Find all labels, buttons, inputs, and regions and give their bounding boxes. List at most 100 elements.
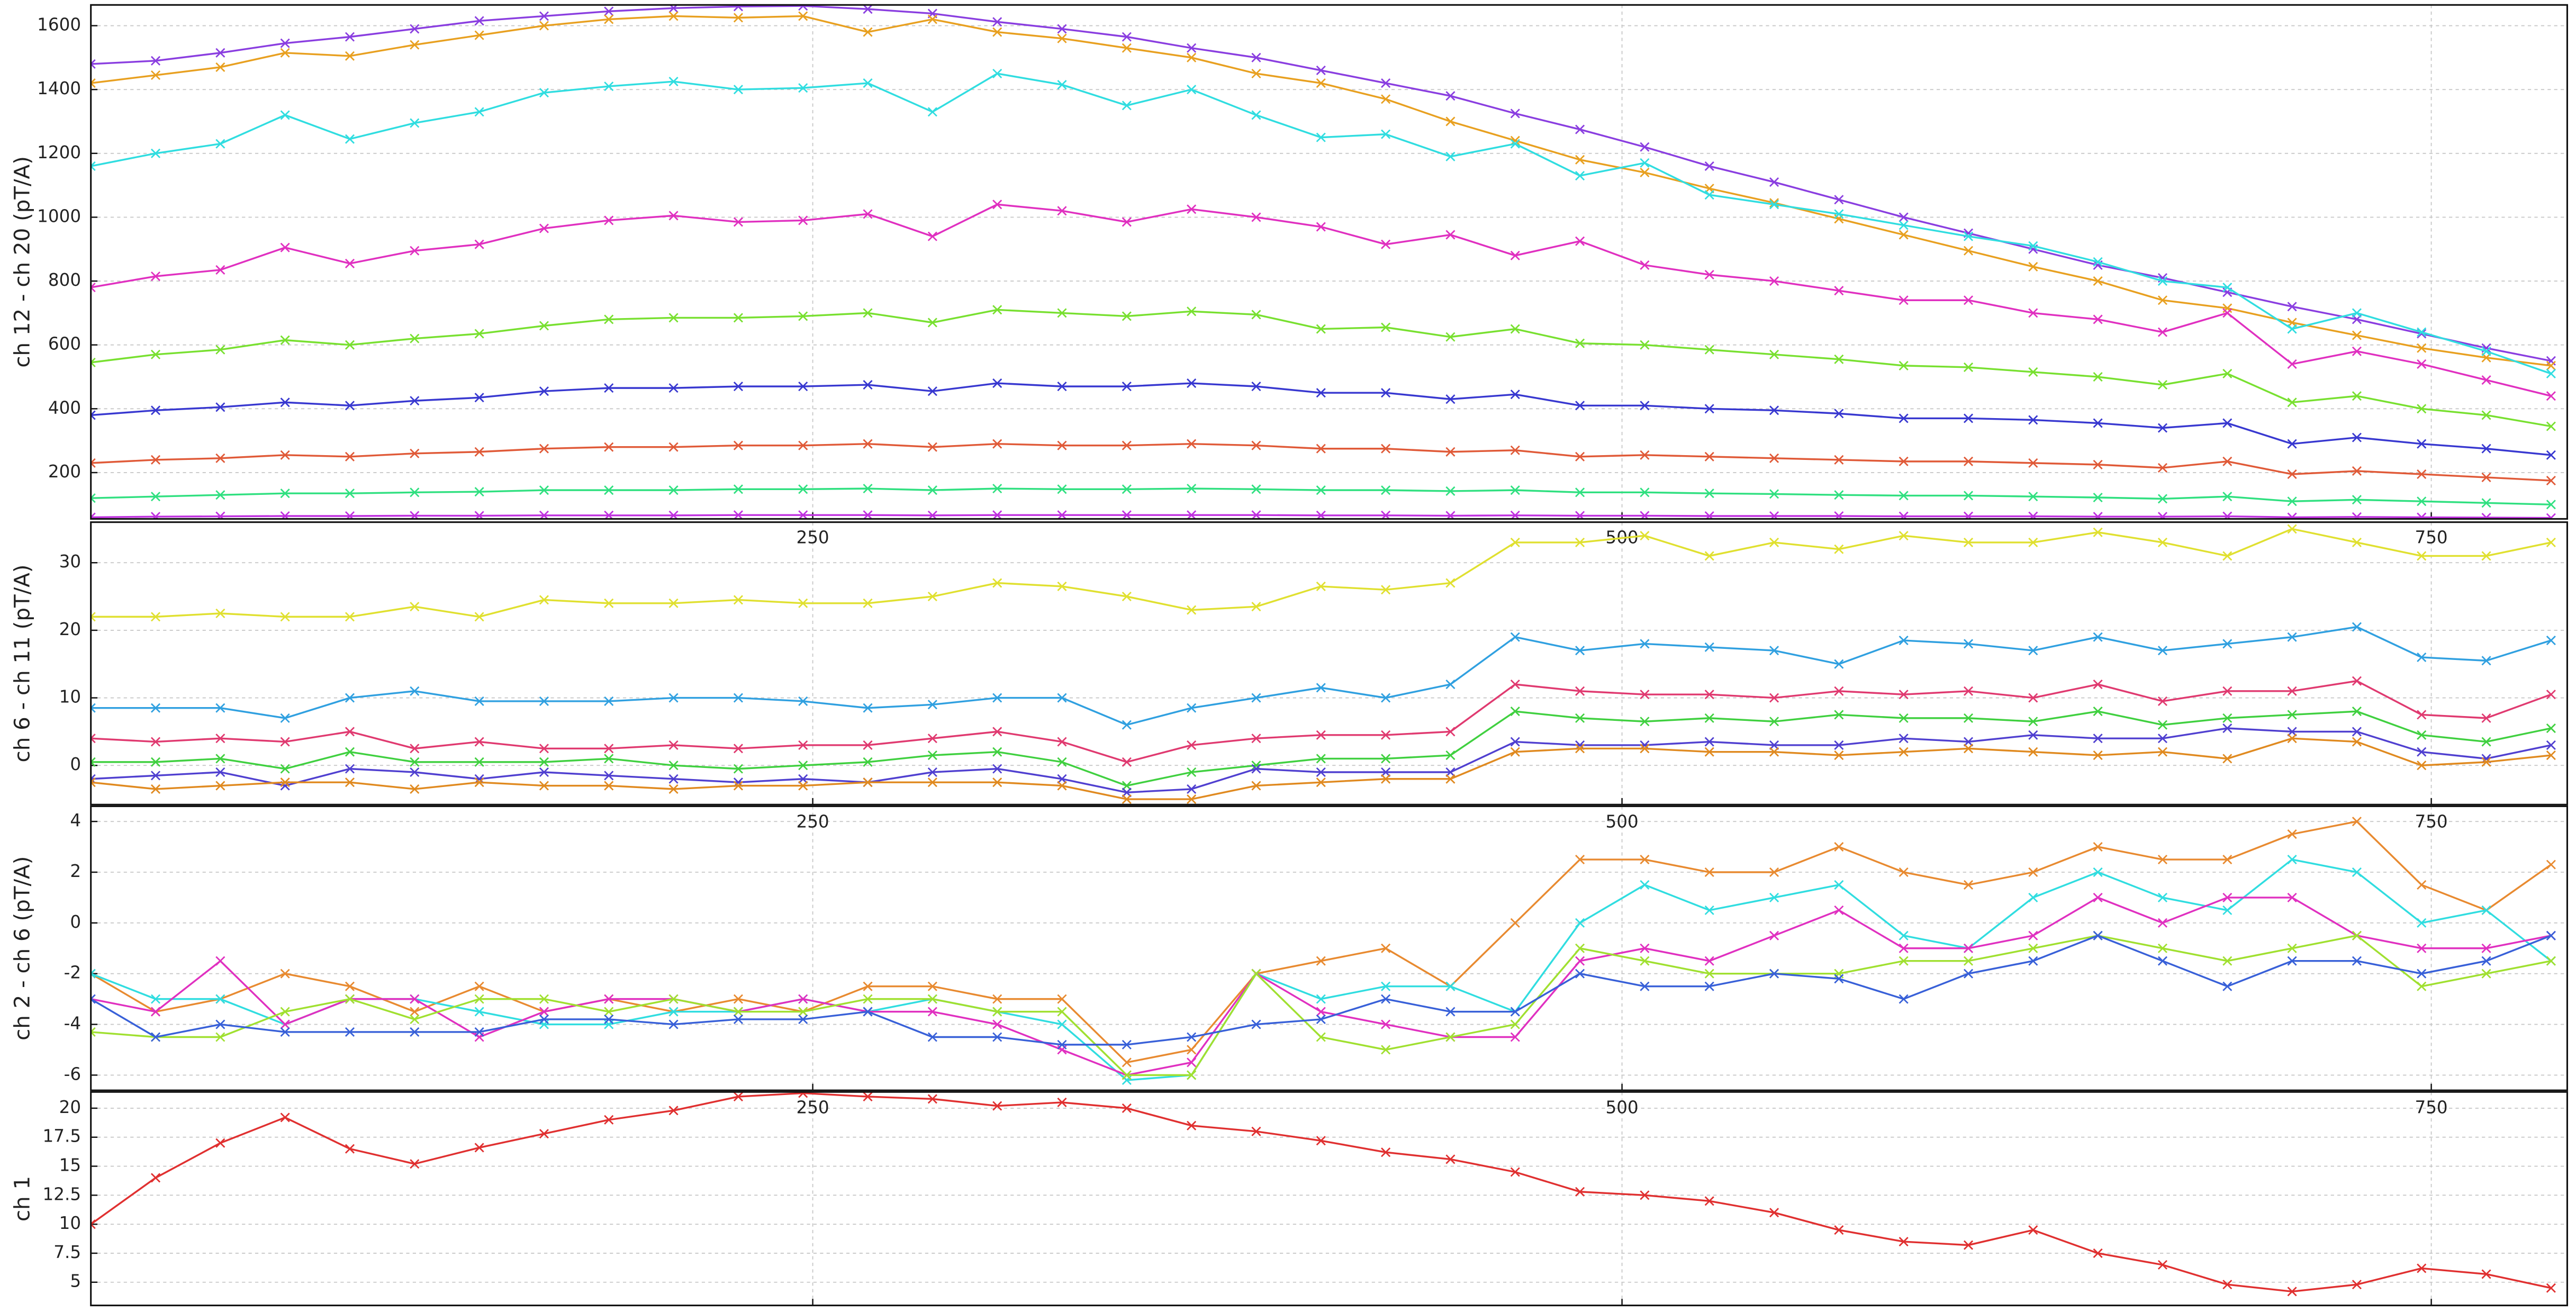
point-marker (2028, 943, 2038, 953)
point-marker (668, 1019, 679, 1029)
point-marker (1963, 231, 1974, 241)
panel: 5 7.5 10 12.5 15 17.5 20 250 500 750 ch 1 (10, 1091, 2568, 1307)
point-marker (1963, 491, 1974, 501)
point-marker (2417, 359, 2427, 369)
point-marker (798, 598, 808, 608)
point-marker (345, 612, 355, 622)
point-marker (992, 200, 1002, 210)
point-marker (668, 485, 679, 495)
point-marker (474, 981, 484, 991)
point-marker (1575, 744, 1585, 754)
point-marker (215, 490, 225, 500)
point-marker (280, 1112, 290, 1123)
point-marker (1251, 969, 1261, 979)
point-marker (1187, 784, 1197, 794)
point-marker (2093, 314, 2103, 324)
point-marker (1510, 747, 1520, 757)
point-marker (410, 757, 420, 767)
x-tick-label: 750 (2415, 528, 2447, 548)
point-marker (863, 1092, 873, 1102)
point-marker (668, 211, 679, 221)
point-marker (1122, 794, 1132, 804)
point-marker (215, 1138, 225, 1148)
point-marker (2352, 330, 2362, 340)
point-marker (1834, 409, 1844, 419)
point-marker (1640, 167, 1650, 178)
point-marker (1316, 754, 1326, 764)
point-marker (91, 777, 96, 788)
point-marker (91, 357, 96, 367)
point-marker (798, 740, 808, 750)
point-marker (1122, 592, 1132, 602)
point-marker (345, 488, 355, 499)
point-marker (2546, 859, 2556, 870)
point-marker (2222, 892, 2232, 902)
point-marker (1122, 43, 1132, 53)
point-marker (992, 378, 1002, 388)
point-marker (2157, 918, 2167, 928)
point-marker (2222, 551, 2232, 561)
point-marker (1057, 1019, 1067, 1029)
point-marker (992, 578, 1002, 588)
point-marker (150, 492, 161, 502)
point-marker (798, 382, 808, 392)
point-marker (91, 59, 96, 69)
point-marker (604, 1115, 614, 1125)
y-axis-label: ch 6 - ch 11 (pT/A) (10, 564, 34, 762)
point-marker (1187, 439, 1197, 449)
point-marker (215, 62, 225, 72)
point-marker (1899, 456, 1909, 466)
point-marker (2287, 956, 2297, 966)
point-marker (1187, 703, 1197, 713)
point-marker (410, 487, 420, 497)
point-marker (733, 382, 743, 392)
point-marker (604, 383, 614, 393)
point-marker (1381, 774, 1391, 784)
point-marker (1187, 510, 1197, 519)
point-marker (1834, 544, 1844, 554)
point-marker (2481, 737, 2491, 747)
point-marker (2417, 496, 2427, 506)
point-marker (1251, 68, 1261, 79)
point-marker (2222, 456, 2232, 466)
y-tick-label: 1600 (37, 15, 81, 35)
point-marker (410, 118, 420, 128)
point-marker (1316, 777, 1326, 788)
point-marker (1445, 91, 1456, 101)
point-marker (150, 455, 161, 465)
point-marker (1122, 101, 1132, 111)
point-marker (1381, 754, 1391, 764)
point-marker (539, 223, 549, 233)
point-marker (2352, 346, 2362, 356)
point-marker (2287, 734, 2297, 744)
point-marker (2287, 727, 2297, 737)
point-marker (1769, 537, 1779, 547)
point-marker (1834, 195, 1844, 205)
point-marker (215, 781, 225, 791)
point-marker (2028, 308, 2038, 318)
point-marker (992, 27, 1002, 37)
point-marker (1122, 781, 1132, 791)
point-marker (1445, 116, 1456, 126)
point-marker (1704, 981, 1714, 991)
point-marker (1640, 690, 1650, 700)
point-marker (2287, 829, 2297, 839)
point-marker (345, 1027, 355, 1037)
y-tick-label: 15 (59, 1155, 81, 1175)
point-marker (474, 994, 484, 1004)
point-marker (927, 750, 937, 761)
point-marker (280, 764, 290, 774)
point-marker (2287, 469, 2297, 479)
point-marker (150, 757, 161, 767)
point-marker (280, 713, 290, 723)
point-marker (474, 1027, 484, 1037)
point-marker (2352, 930, 2362, 940)
point-marker (1510, 537, 1520, 547)
point-marker (280, 38, 290, 48)
point-marker (2287, 854, 2297, 865)
point-marker (345, 777, 355, 788)
point-marker (539, 757, 549, 767)
point-marker (2157, 854, 2167, 865)
point-marker (150, 1007, 161, 1017)
point-marker (2157, 747, 2167, 757)
